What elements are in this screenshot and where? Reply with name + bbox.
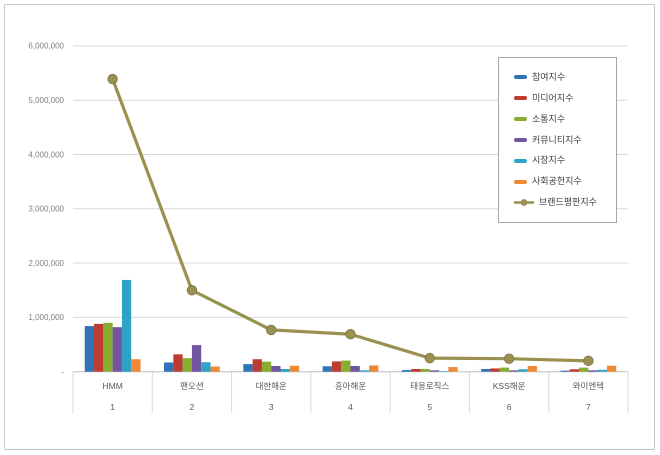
bar [94, 323, 104, 372]
bar [191, 345, 202, 372]
line-marker [107, 73, 118, 85]
bar [103, 322, 113, 372]
bar [164, 362, 174, 372]
bar [606, 365, 617, 372]
bar [331, 361, 342, 372]
bar [509, 370, 519, 372]
line-marker [503, 353, 515, 364]
legend-item: 사회공헌지수 [514, 177, 614, 186]
bar [569, 369, 580, 372]
y-axis-tick-label: 4,000,000 [28, 150, 64, 159]
bar [289, 365, 300, 372]
line-marker [583, 355, 594, 367]
y-axis-tick-label: 1,000,000 [28, 313, 64, 322]
legend-item: 브랜드평판지수 [514, 198, 614, 207]
category-name-label: 대한해운 [256, 381, 287, 391]
category-name-label: 흥아해운 [335, 381, 366, 391]
bar [173, 354, 183, 372]
chart-legend: 참여지수 미디어지수 소통지수 커뮤니티지수 시장지수 사회공헌지수 브랜 [498, 57, 617, 223]
bar [527, 365, 537, 372]
bar [131, 359, 141, 372]
y-axis-tick-label: 2,000,000 [28, 259, 64, 268]
category-rank-label: 6 [507, 402, 512, 412]
category-name-label: HMM [102, 381, 122, 391]
bar [490, 368, 500, 372]
y-axis-tick-label: 3,000,000 [28, 205, 64, 214]
series-swatch-icon [514, 158, 527, 163]
series-swatch-icon [514, 96, 527, 101]
bar [252, 359, 262, 372]
y-axis-tick-label: 5,000,000 [28, 96, 64, 105]
category-rank-label: 7 [586, 402, 591, 412]
category-name-label: KSS해운 [493, 381, 526, 391]
figure-border [4, 4, 655, 450]
legend-label: 사회공헌지수 [532, 176, 582, 187]
line-marker [186, 285, 198, 296]
bar [429, 370, 440, 372]
bar [597, 369, 607, 372]
bar [518, 369, 528, 372]
bar [112, 327, 122, 372]
legend-label: 브랜드평판지수 [539, 197, 597, 208]
series-swatch-icon [514, 75, 527, 80]
category-name-label: 와이엔텍 [573, 381, 604, 391]
bar [448, 367, 458, 372]
bar [499, 367, 510, 372]
bar [182, 358, 192, 372]
bar [411, 368, 421, 372]
bar [579, 367, 589, 372]
category-name-label: 태웅로직스 [410, 381, 449, 391]
bar [420, 368, 430, 372]
line-marker [266, 324, 277, 336]
category-rank-label: 2 [190, 402, 195, 412]
bar [439, 371, 449, 372]
legend-label: 참여지수 [532, 71, 566, 82]
bar [84, 326, 95, 372]
legend-label: 시장지수 [532, 155, 566, 166]
bar [243, 364, 253, 372]
legend-item: 시장지수 [514, 156, 614, 165]
series-swatch-icon [514, 138, 527, 142]
series-swatch-icon [514, 179, 527, 184]
legend-item: 커뮤니티지수 [514, 134, 614, 145]
category-rank-label: 5 [427, 402, 432, 412]
legend-item: 미디어지수 [514, 92, 614, 103]
bar [210, 366, 220, 372]
line-marker [345, 329, 356, 340]
bar [121, 279, 132, 372]
category-rank-label: 3 [269, 402, 274, 412]
bar [401, 370, 412, 372]
category-rank-label: 1 [110, 402, 115, 412]
category-name-label: 팬오션 [180, 381, 203, 391]
legend-label: 소통지수 [532, 113, 566, 124]
bar [481, 368, 491, 372]
bar [322, 366, 332, 372]
bar [271, 365, 281, 372]
legend-item: 소통지수 [514, 113, 614, 124]
bar [201, 362, 211, 372]
bar [341, 360, 351, 372]
legend-label: 미디어지수 [532, 92, 574, 103]
bar [280, 368, 290, 372]
bar [350, 365, 360, 372]
bar [560, 370, 570, 372]
bar [261, 361, 272, 372]
bar [369, 365, 379, 372]
category-rank-label: 4 [348, 402, 353, 412]
line-series-marker-icon [514, 199, 534, 207]
series-swatch-icon [514, 117, 527, 122]
bar [359, 370, 370, 372]
y-axis-tick-label: - [61, 368, 64, 377]
legend-item: 참여지수 [514, 71, 614, 82]
legend-label: 커뮤니티지수 [532, 134, 582, 145]
bar [588, 370, 598, 372]
y-axis-tick-label: 6,000,000 [28, 42, 64, 51]
line-marker [424, 352, 435, 364]
